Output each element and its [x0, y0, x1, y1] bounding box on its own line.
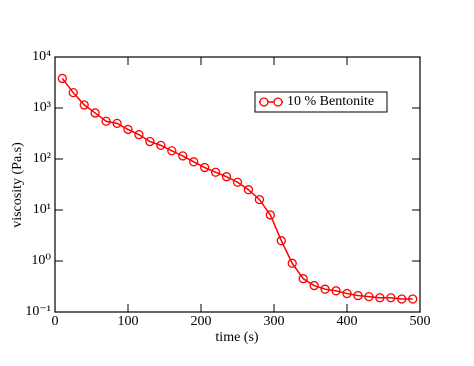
data-point	[210, 167, 221, 177]
data-point	[342, 288, 352, 299]
data-point	[353, 290, 363, 301]
x-tick-label: 400	[337, 314, 358, 329]
data-point	[265, 210, 276, 220]
legend-box	[254, 91, 388, 113]
data-point	[298, 274, 308, 284]
data-point	[320, 284, 330, 294]
data-point	[134, 130, 144, 140]
legend: 10 % Bentonite	[254, 91, 388, 113]
data-point	[254, 194, 265, 205]
y-tick-label: 10²	[33, 151, 51, 166]
y-tick-label: 10⁰	[31, 253, 51, 268]
data-point	[145, 136, 155, 147]
data-point	[123, 124, 133, 135]
x-tick-label: 200	[191, 314, 212, 329]
legend-marker	[273, 97, 283, 107]
data-point	[232, 177, 243, 187]
data-point	[408, 294, 418, 304]
y-tick-label: 10⁴	[32, 49, 51, 64]
x-tick-label: 500	[410, 314, 431, 329]
data-point	[386, 293, 396, 303]
legend-label: 10 % Bentonite	[287, 94, 374, 109]
data-point	[90, 108, 100, 118]
data-point	[364, 291, 374, 302]
data-point	[221, 172, 232, 182]
plot-frame	[54, 56, 421, 313]
x-tick-label: 100	[118, 314, 139, 329]
data-point	[276, 236, 286, 246]
y-tick-label: 10⁻¹	[25, 304, 51, 319]
data-point	[167, 146, 177, 156]
data-point	[243, 185, 254, 195]
data-point	[397, 294, 407, 304]
data-point	[375, 293, 385, 303]
x-axis-label: time (s)	[215, 330, 258, 345]
legend-marker	[259, 97, 269, 107]
x-tick-label: 0	[52, 314, 59, 329]
data-point	[79, 100, 89, 110]
data-point	[112, 118, 122, 129]
data-point	[199, 162, 210, 173]
data-point	[101, 116, 111, 126]
data-point	[309, 280, 319, 291]
y-tick-label: 10³	[33, 100, 51, 115]
data-point	[156, 140, 166, 151]
data-point	[57, 73, 67, 84]
data-point	[68, 87, 78, 98]
y-axis-label: viscosity (Pa.s)	[10, 142, 25, 228]
x-tick-label: 300	[264, 314, 285, 329]
y-tick-label: 10¹	[33, 202, 51, 217]
data-point	[189, 157, 199, 167]
data-point	[287, 258, 297, 268]
data-point	[178, 151, 188, 161]
data-point	[331, 286, 341, 296]
